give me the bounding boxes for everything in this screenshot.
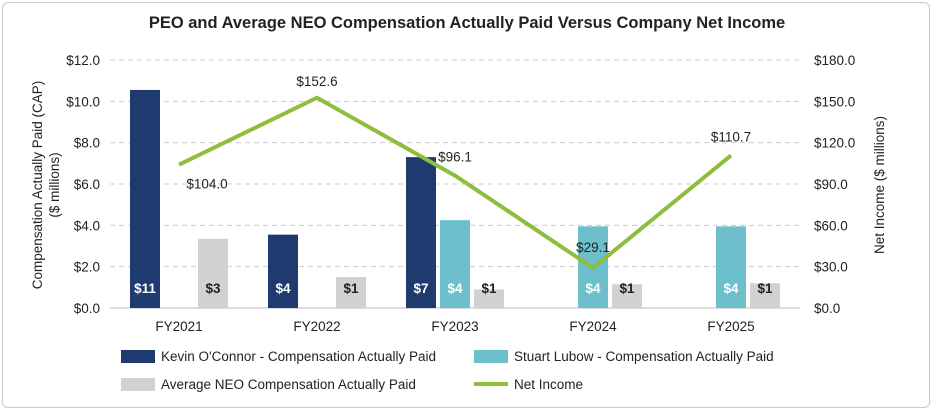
left-tick-label: $6.0: [74, 177, 100, 192]
left-axis-label-line2: ($ millions): [47, 152, 62, 217]
net-income-label: $96.1: [438, 150, 472, 165]
legend-label: Net Income: [514, 377, 583, 392]
bar: [406, 157, 436, 308]
right-tick-label: $150.0: [814, 94, 855, 109]
right-tick-label: $90.0: [814, 177, 848, 192]
right-tick-label: $0.0: [814, 301, 840, 316]
bar: [336, 277, 366, 308]
bars: $11 $4 $7 $4 $4 $4 $3 $1 $1 $1 $1: [130, 89, 780, 308]
bar-value-label: $1: [343, 281, 359, 296]
net-income-label: $104.0: [186, 177, 227, 192]
bar: [440, 220, 470, 308]
bar-value-label: $3: [205, 281, 221, 296]
bar-value-label: $1: [481, 281, 497, 296]
bar-value-label: $1: [619, 281, 635, 296]
right-tick-label: $30.0: [814, 260, 848, 275]
x-tick-label: FY2021: [155, 319, 202, 334]
legend-label: Average NEO Compensation Actually Paid: [161, 377, 416, 392]
bar-value-label: $11: [134, 281, 156, 296]
x-tick-label: FY2024: [569, 319, 617, 334]
right-tick-label: $120.0: [814, 136, 855, 151]
bar: [130, 89, 160, 308]
x-tick-label: FY2023: [431, 319, 478, 334]
bar: [750, 283, 780, 308]
left-tick-label: $2.0: [74, 260, 100, 275]
chart-title: PEO and Average NEO Compensation Actuall…: [149, 14, 785, 32]
bar: [198, 238, 228, 308]
bar-value-label: $4: [723, 281, 739, 296]
left-axis-ticks: $0.0 $2.0 $4.0 $6.0 $8.0 $10.0 $12.0: [66, 53, 100, 316]
legend-swatch: [474, 350, 508, 363]
bar-value-label: $1: [757, 281, 773, 296]
right-tick-label: $60.0: [814, 218, 848, 233]
legend-swatch: [121, 350, 155, 363]
net-income-label: $110.7: [711, 129, 751, 144]
legend-label: Kevin O'Connor - Compensation Actually P…: [161, 349, 436, 364]
legend-swatch: [121, 378, 155, 391]
left-tick-label: $8.0: [74, 136, 100, 151]
left-axis-label-line1: Compensation Actually Paid (CAP): [30, 81, 45, 290]
legend: Kevin O'Connor - Compensation Actually P…: [121, 349, 774, 392]
x-axis-ticks: FY2021 FY2022 FY2023 FY2024 FY2025: [155, 319, 754, 334]
left-tick-label: $12.0: [66, 53, 100, 68]
net-income-label: $152.6: [296, 74, 337, 89]
left-tick-label: $0.0: [74, 301, 100, 316]
left-tick-label: $4.0: [74, 218, 100, 233]
net-income-label: $29.1: [576, 240, 610, 255]
x-tick-label: FY2025: [707, 319, 754, 334]
bar: [612, 284, 642, 308]
right-axis-label: Net Income ($ millions): [872, 116, 887, 254]
left-tick-label: $10.0: [66, 94, 100, 109]
bar-value-label: $4: [447, 281, 463, 296]
bar: [268, 234, 298, 308]
bar-value-label: $4: [275, 281, 291, 296]
bar-value-label: $4: [585, 281, 601, 296]
bar: [474, 289, 504, 308]
legend-label: Stuart Lubow - Compensation Actually Pai…: [514, 349, 774, 364]
x-tick-label: FY2022: [293, 319, 340, 334]
net-income-line: $104.0 $152.6 $96.1 $29.1 $110.7: [178, 74, 751, 271]
bar-value-label: $7: [413, 281, 428, 296]
bar: [716, 226, 746, 308]
right-tick-label: $180.0: [814, 53, 855, 68]
right-axis-ticks: $0.0 $30.0 $60.0 $90.0 $120.0 $150.0 $180.0: [814, 53, 855, 316]
